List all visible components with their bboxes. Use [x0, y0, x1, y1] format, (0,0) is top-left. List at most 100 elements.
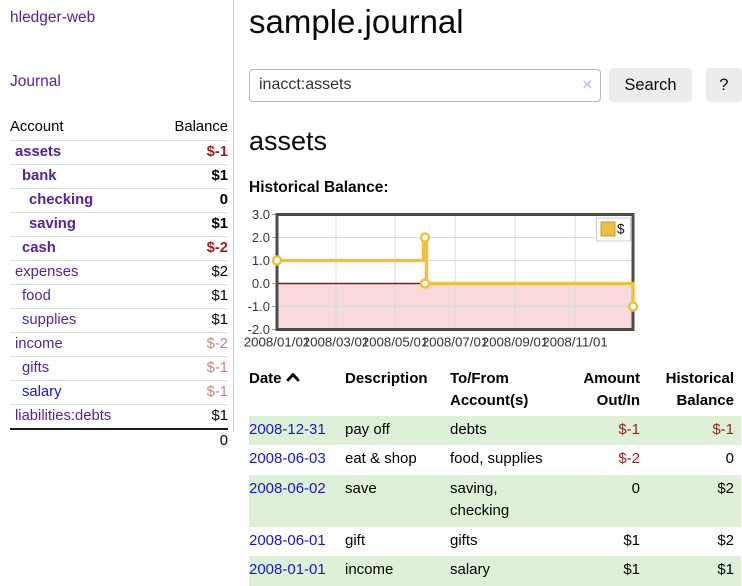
transaction-description: gift	[345, 531, 366, 549]
account-row: income $-2	[10, 332, 228, 357]
account-balance: $-2	[152, 332, 228, 357]
account-row: salary $-1	[10, 380, 228, 405]
register-table: Date Description To/From Account(s) Amou…	[249, 366, 741, 586]
svg-text:3.0: 3.0	[252, 207, 270, 222]
svg-text:0.0: 0.0	[252, 276, 270, 291]
account-link-bank[interactable]: bank	[22, 168, 57, 184]
transaction-accounts: salary	[450, 561, 491, 578]
account-balance: $-2	[152, 236, 228, 261]
account-row: cash $-2	[10, 236, 228, 261]
svg-text:2008/09/01: 2008/09/01	[482, 335, 549, 350]
transaction-amount: 0	[631, 479, 640, 497]
transaction-balance: $2	[717, 479, 734, 497]
account-balance: $-1	[152, 356, 228, 381]
search-button[interactable]: Search	[609, 68, 692, 102]
transaction-amount: $-1	[618, 420, 640, 438]
transaction-accounts: saving, checking	[450, 479, 510, 520]
register-row[interactable]: 2008-01-01 income salary $1 $1	[249, 556, 741, 586]
account-balance: $2	[152, 260, 228, 285]
register-row[interactable]: 2008-06-03 eat & shop food, supplies $-2…	[249, 445, 741, 475]
account-row: expenses $2	[10, 260, 228, 285]
account-row: bank $1	[10, 164, 228, 189]
historical-balance-chart: $ 3.0 2.0 1.0 0.0 -1.0 -2.0 2008/01/01 2…	[240, 202, 742, 353]
account-balance: $1	[152, 308, 228, 333]
svg-text:2.0: 2.0	[252, 230, 270, 245]
account-row: checking 0	[10, 188, 228, 213]
account-link-food[interactable]: food	[22, 288, 51, 304]
chart-data-markers	[271, 232, 639, 312]
account-row: gifts $-1	[10, 356, 228, 381]
register-row[interactable]: 2008-12-31 pay off debts $-1 $-1	[249, 415, 741, 445]
account-link-assets[interactable]: assets	[15, 144, 62, 160]
account-link-salary[interactable]: salary	[22, 384, 62, 400]
transaction-amount: $1	[623, 561, 640, 578]
search-box: ×	[249, 68, 602, 102]
account-balance: $1	[152, 164, 228, 189]
transaction-description: pay off	[345, 420, 390, 438]
account-balance: 0	[152, 188, 228, 213]
transaction-accounts: gifts	[450, 531, 478, 549]
legend-label: $	[617, 222, 625, 237]
app-brand-link[interactable]: hledger-web	[10, 9, 96, 26]
register-header-row: Date Description To/From Account(s) Amou…	[249, 366, 741, 416]
chart-border	[275, 213, 635, 331]
account-link-income[interactable]: income	[15, 336, 63, 352]
transaction-date-link[interactable]: 2008-12-31	[249, 420, 326, 438]
transaction-accounts: debts	[450, 420, 487, 438]
sidebar-divider	[233, 0, 234, 432]
accounts-col-balance: Balance	[174, 119, 228, 135]
account-balance: $-1	[152, 380, 228, 405]
search-input[interactable]	[249, 68, 602, 102]
account-balance: $1	[152, 284, 228, 309]
transaction-balance: $-1	[712, 420, 734, 438]
search-form: × Search ?	[249, 68, 742, 102]
sidebar-item-journal[interactable]: Journal	[10, 73, 61, 90]
register-col-balance: Historical Balance	[665, 370, 734, 409]
chart-legend: $	[596, 217, 631, 242]
chart-heading: Historical Balance:	[249, 179, 389, 196]
accounts-col-account: Account	[10, 119, 64, 135]
transaction-date-link[interactable]: 2008-06-01	[249, 531, 326, 549]
register-col-date[interactable]: Date	[249, 366, 345, 416]
page-title: sample.journal	[249, 3, 464, 40]
account-link-gifts[interactable]: gifts	[22, 360, 50, 376]
transaction-date-link[interactable]: 2008-06-02	[249, 479, 326, 497]
search-help-button[interactable]: ?	[705, 68, 742, 102]
register-row[interactable]: 2008-06-01 gift gifts $1 $2	[249, 527, 741, 557]
chart-x-tick-labels: 2008/01/01 2008/03/01 2008/05/01 2008/07…	[244, 335, 608, 350]
clear-search-icon[interactable]: ×	[582, 74, 593, 94]
accounts-table: Account Balance assets $-1 bank $1 check…	[10, 115, 228, 453]
svg-text:2008/11/01: 2008/11/01	[542, 335, 608, 350]
account-link-supplies[interactable]: supplies	[22, 312, 77, 328]
register-row[interactable]: 2008-06-02 save saving, checking 0 $2	[249, 474, 741, 527]
account-row: supplies $1	[10, 308, 228, 333]
svg-text:1.0: 1.0	[252, 253, 270, 268]
transaction-date-link[interactable]: 2008-01-01	[249, 561, 326, 578]
svg-text:2008/05/01: 2008/05/01	[362, 335, 429, 350]
transaction-description: eat & shop	[345, 450, 417, 467]
transaction-amount: $1	[623, 531, 640, 549]
accounts-total-value: 0	[152, 428, 228, 453]
account-link-saving[interactable]: saving	[29, 216, 76, 232]
transaction-description: save	[345, 479, 377, 497]
svg-text:-2.0: -2.0	[248, 322, 270, 337]
account-row: assets $-1	[10, 140, 228, 165]
chart-canvas: $ 3.0 2.0 1.0 0.0 -1.0 -2.0 2008/01/01 2…	[244, 207, 639, 350]
account-balance: $-1	[152, 140, 228, 165]
svg-text:2008/03/01: 2008/03/01	[303, 335, 370, 350]
transaction-amount: $-2	[618, 450, 640, 467]
accounts-total-row: 0	[10, 428, 228, 453]
transaction-balance: $2	[717, 531, 734, 549]
svg-text:2008/07/01: 2008/07/01	[422, 335, 489, 350]
svg-text:2008/01/01: 2008/01/01	[244, 335, 311, 350]
account-link-cash[interactable]: cash	[22, 240, 56, 256]
account-link-liabilities-debts[interactable]: liabilities:debts	[15, 408, 112, 424]
account-link-checking[interactable]: checking	[29, 192, 94, 208]
account-row: saving $1	[10, 212, 228, 237]
account-heading: assets	[249, 126, 328, 156]
legend-swatch	[600, 221, 616, 237]
account-balance: $1	[152, 404, 228, 429]
account-row: food $1	[10, 284, 228, 309]
transaction-date-link[interactable]: 2008-06-03	[249, 450, 326, 467]
account-link-expenses[interactable]: expenses	[15, 264, 79, 280]
